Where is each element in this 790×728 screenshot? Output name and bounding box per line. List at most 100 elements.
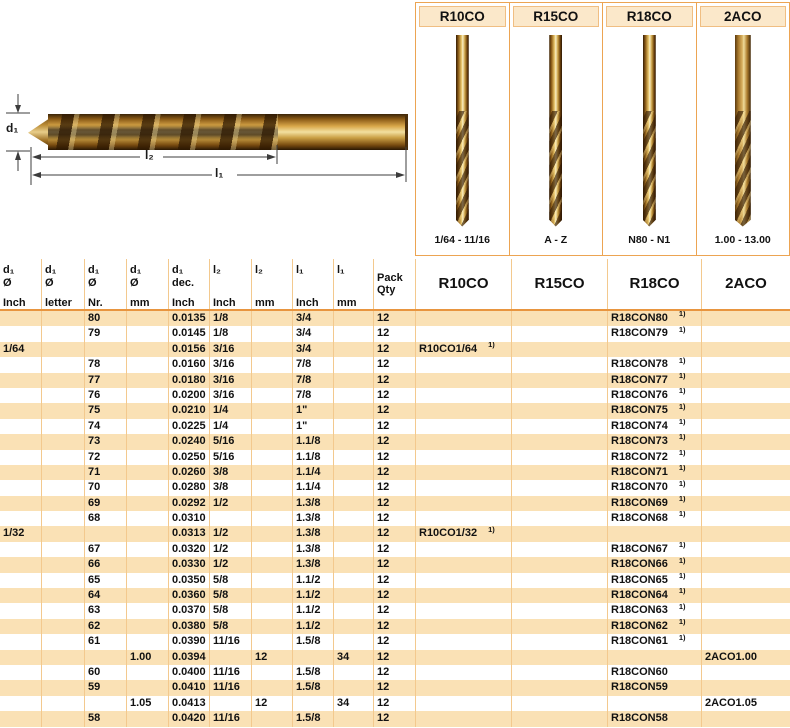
cell-d1-mm: [127, 664, 169, 681]
cell-d1-mm: [127, 711, 169, 727]
header-line: [255, 277, 292, 290]
cell-l1-mm: [334, 464, 374, 481]
cell-l2-inch: 11/16: [210, 664, 252, 681]
cell-l1-mm: [334, 357, 374, 373]
cell-value: R18CON59: [611, 681, 668, 694]
cell-value: 3/4: [296, 342, 312, 355]
cell-pack-qty: 12: [374, 649, 416, 665]
cell-d1-inch: [0, 649, 42, 665]
cell-value: R18CON71: [611, 465, 668, 478]
cell-value: 0.0210: [172, 404, 206, 417]
cell-value: 58: [88, 712, 101, 725]
cell-l2-mm: [252, 664, 293, 681]
column-header-r15co: R15CO: [512, 259, 608, 309]
cell-2aco: [702, 542, 790, 557]
size-range-label: 1.00 - 13.00: [714, 234, 771, 246]
cell-d1-mm: [127, 449, 169, 465]
cell-2aco: [702, 526, 790, 541]
cell-2aco: [702, 357, 790, 372]
cell-2aco: [702, 450, 790, 465]
header-line: d₁: [45, 264, 57, 276]
cell-l1-inch: 1.1/2: [293, 572, 334, 589]
cell-2aco: [702, 419, 790, 434]
cell-value: 12: [377, 342, 390, 355]
cell-r18co: R18CON63 1): [608, 603, 702, 619]
cell-2aco: [702, 634, 790, 649]
product-box-r10co: R10CO 1/64 - 11/16: [415, 2, 510, 256]
cell-r15co: [512, 603, 608, 619]
cell-value: 12: [377, 358, 390, 371]
cell-value: 1/2: [213, 558, 229, 571]
cell-d1-dec-inch: 0.0200: [169, 387, 210, 404]
cell-l2-mm: [252, 526, 293, 542]
cell-value: 3/4: [296, 312, 312, 324]
cell-d1-nr: 68: [85, 511, 127, 527]
cell-l1-inch: 3/4: [293, 311, 334, 327]
cell-l1-mm: [334, 588, 374, 604]
cell-l2-inch: 1/8: [210, 311, 252, 327]
cell-d1-dec-inch: 0.0156: [169, 341, 210, 358]
cell-r18co: R18CON73 1): [608, 434, 702, 450]
cell-value: 1.5/8: [296, 635, 321, 648]
cell-value: 0.0135: [172, 312, 206, 324]
cell-value: 5/8: [213, 604, 229, 617]
cell-value: 5/16: [213, 450, 235, 463]
cell-l2-mm: [252, 634, 293, 650]
footnote-marker: 1): [678, 449, 686, 457]
cell-d1-dec-inch: 0.0330: [169, 557, 210, 573]
cell-value: 0.0250: [172, 450, 206, 463]
cell-d1-dec-inch: 0.0250: [169, 449, 210, 465]
cell-d1-letter: [42, 403, 85, 419]
cell-2aco: [702, 511, 790, 526]
cell-value: 0.0260: [172, 465, 206, 478]
cell-value: 1.1/8: [296, 435, 321, 448]
table-row: 74 0.0225 1/4 1" 12 R18CON74 1): [0, 418, 790, 435]
cell-l1-mm: [334, 572, 374, 589]
cell-pack-qty: 12: [374, 434, 416, 450]
cell-l1-mm: [334, 311, 374, 327]
d1-dimension-label: d₁: [6, 121, 19, 135]
cell-r18co: R18CON77 1): [608, 372, 702, 388]
cell-d1-inch: [0, 449, 42, 465]
cell-l1-mm: [334, 326, 374, 342]
cell-value: 12: [377, 419, 390, 432]
cell-2aco: [702, 665, 790, 680]
cell-value: 11/16: [213, 712, 240, 725]
cell-d1-letter: [42, 418, 85, 435]
cell-r18co: R18CON78 1): [608, 357, 702, 373]
column-header-l2-mm: l₂ mm: [252, 259, 293, 309]
cell-value: 70: [88, 481, 101, 494]
header-line: letter: [45, 296, 72, 309]
cell-d1-letter: [42, 387, 85, 404]
cell-l1-mm: [334, 557, 374, 573]
cell-2aco: [702, 465, 790, 480]
cell-d1-nr: [85, 649, 127, 665]
cell-value: 12: [377, 681, 390, 694]
cell-l2-mm: [252, 711, 293, 727]
cell-d1-mm: [127, 511, 169, 527]
cell-r10co: [416, 618, 512, 635]
cell-r15co: [512, 557, 608, 573]
footnote-marker: 1): [678, 618, 686, 627]
cell-d1-mm: [127, 387, 169, 404]
cell-pack-qty: 12: [374, 403, 416, 419]
header-line: Nr.: [88, 296, 103, 309]
cell-value: 12: [377, 542, 390, 555]
cell-value: R18CON61: [611, 635, 668, 648]
product-title: 2ACO: [699, 6, 786, 27]
cell-value: 78: [88, 358, 101, 371]
cell-d1-inch: [0, 680, 42, 696]
cell-2aco: [702, 326, 790, 341]
cell-value: 1.3/8: [296, 527, 321, 540]
footnote-marker: 1): [678, 511, 686, 519]
cell-r15co: [512, 311, 608, 327]
cell-value: 2ACO1.05: [705, 696, 757, 709]
cell-pack-qty: 12: [374, 372, 416, 388]
cell-value: 12: [377, 635, 390, 648]
cell-value: 80: [88, 312, 101, 324]
table-row: 73 0.0240 5/16 1.1/8 12 R18CON73 1): [0, 434, 790, 450]
cell-value: 77: [88, 373, 101, 386]
cell-d1-dec-inch: 0.0320: [169, 541, 210, 558]
cell-value: 1.1/2: [296, 573, 321, 586]
cell-d1-dec-inch: 0.0350: [169, 572, 210, 589]
